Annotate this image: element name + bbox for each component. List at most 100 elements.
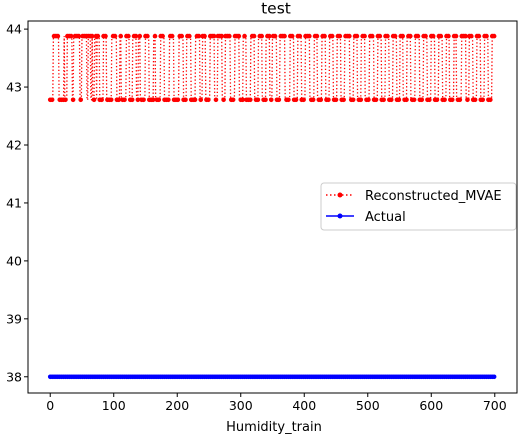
data-point-reconstructed	[137, 33, 143, 39]
data-point-reconstructed	[293, 97, 299, 103]
series-markers-reconstructed	[47, 33, 497, 103]
x-tick-label: 200	[165, 398, 189, 413]
y-axis: 38 39 40 41 42 43 44	[6, 22, 28, 384]
data-point-reconstructed	[400, 33, 405, 39]
x-tick-label: 100	[102, 398, 126, 413]
x-tick-label: 300	[229, 398, 253, 413]
data-point-reconstructed	[423, 33, 428, 39]
data-point-reconstructed	[322, 33, 327, 39]
data-point-reconstructed	[129, 97, 135, 103]
data-point-reconstructed	[354, 33, 360, 39]
x-tick-label: 500	[356, 398, 380, 413]
data-point-reconstructed	[211, 33, 217, 39]
legend-label-reconstructed: Reconstructed_MVAE	[365, 189, 502, 204]
data-point-reconstructed	[116, 97, 122, 103]
data-point-reconstructed	[310, 97, 316, 103]
data-point-reconstructed	[358, 97, 364, 103]
data-point-reconstructed	[438, 33, 444, 39]
data-point-reconstructed	[314, 33, 320, 39]
data-point-reconstructed	[95, 33, 101, 39]
data-point-reconstructed	[112, 33, 118, 39]
y-tick-label: 44	[6, 22, 22, 37]
data-point-reconstructed	[329, 33, 335, 39]
data-point-reconstructed	[453, 33, 459, 39]
data-point-reconstructed	[166, 97, 171, 103]
y-tick-label: 43	[6, 80, 22, 95]
data-point-reconstructed	[411, 97, 417, 103]
data-point-reconstructed	[449, 97, 455, 103]
data-point-reconstructed	[126, 33, 131, 39]
data-point-reconstructed	[219, 33, 224, 39]
y-tick-label: 39	[6, 311, 22, 326]
data-point-reconstructed	[427, 97, 432, 103]
data-point-reconstructed	[484, 33, 489, 39]
data-point-reconstructed	[419, 97, 425, 103]
data-point-reconstructed	[337, 33, 343, 39]
data-point-reconstructed	[267, 33, 272, 39]
data-point-reconstructed	[169, 33, 175, 39]
data-point-reconstructed	[377, 33, 383, 39]
x-tick-label: 700	[483, 398, 507, 413]
data-point-reconstructed	[198, 97, 204, 103]
legend-marker-actual	[337, 213, 343, 219]
data-point-reconstructed	[476, 33, 482, 39]
data-point-reconstructed	[122, 97, 127, 103]
data-point-reconstructed	[183, 97, 188, 103]
data-point-reconstructed	[404, 97, 409, 103]
y-tick-label: 41	[6, 195, 22, 210]
data-point-reconstructed	[76, 33, 82, 39]
data-point-reconstructed	[282, 33, 287, 39]
data-point-reconstructed	[434, 97, 440, 103]
data-point-reconstructed	[297, 33, 303, 39]
data-point-reconstructed	[385, 33, 390, 39]
data-point-reconstructed	[251, 33, 257, 39]
data-point-reconstructed	[68, 33, 74, 39]
data-point-reconstructed	[103, 33, 108, 39]
data-point-reconstructed	[301, 97, 306, 103]
data-point-reconstructed	[276, 97, 282, 103]
data-point-reconstructed	[240, 97, 245, 103]
legend-label-actual: Actual	[365, 210, 406, 225]
y-tick-label: 40	[6, 253, 22, 268]
data-point-reconstructed	[396, 97, 402, 103]
data-point-reconstructed	[480, 97, 486, 103]
data-point-reconstructed	[221, 97, 226, 103]
data-point-reconstructed	[118, 33, 124, 39]
data-point-reconstructed	[446, 33, 451, 39]
data-point-reconstructed	[307, 33, 312, 39]
data-point-reconstructed	[457, 97, 463, 103]
data-point-reconstructed	[388, 97, 394, 103]
data-point-reconstructed	[150, 97, 156, 103]
data-point-reconstructed	[491, 33, 497, 39]
data-point-reconstructed	[463, 33, 468, 39]
data-point-reconstructed	[268, 97, 274, 103]
data-point-reconstructed	[78, 97, 84, 103]
data-point-reconstructed	[236, 33, 242, 39]
y-tick-label: 42	[6, 138, 22, 153]
x-tick-label: 600	[419, 398, 443, 413]
data-point-reconstructed	[192, 97, 198, 103]
data-point-reconstructed	[392, 33, 398, 39]
data-point-reconstructed	[286, 97, 291, 103]
data-point-reconstructed	[468, 33, 474, 39]
data-point-reconstructed	[247, 97, 253, 103]
data-point-reconstructed	[187, 33, 192, 39]
data-point-reconstructed	[326, 97, 331, 103]
data-point-reconstructed	[230, 97, 236, 103]
x-tick-label: 400	[292, 398, 316, 413]
plot-frame	[27, 20, 518, 394]
data-point-reconstructed	[465, 97, 470, 103]
data-point-reconstructed	[91, 97, 97, 103]
data-point-reconstructed	[63, 97, 68, 103]
data-point-reconstructed	[373, 97, 379, 103]
data-point-reconstructed	[89, 33, 95, 39]
data-point-reconstructed	[202, 33, 207, 39]
data-point-reconstructed	[99, 97, 104, 103]
x-tick-label: 0	[46, 398, 54, 413]
data-point-reconstructed	[366, 97, 371, 103]
data-point-reconstructed	[318, 97, 324, 103]
data-point-reconstructed	[442, 97, 447, 103]
x-axis-label: Humidity_train	[226, 420, 322, 435]
data-point-reconstructed	[227, 33, 232, 39]
